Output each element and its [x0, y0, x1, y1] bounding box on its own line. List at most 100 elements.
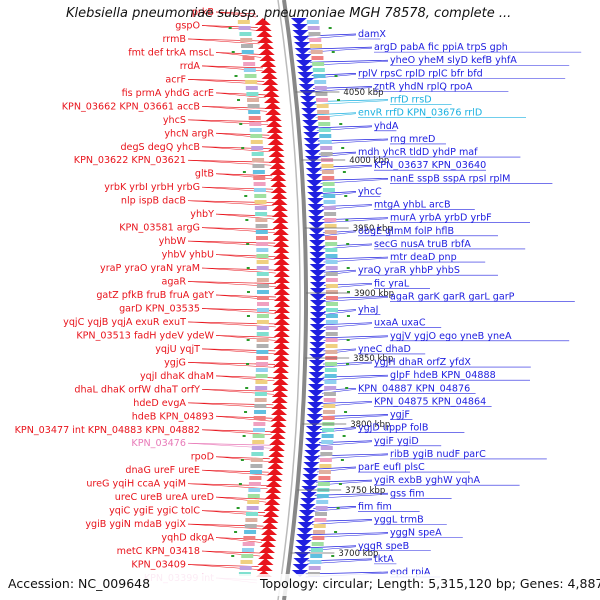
right-marker [345, 219, 349, 221]
left-category-block [250, 140, 263, 144]
plus-strand-feature [307, 390, 324, 397]
gene-label-right: glpF hdeB KPN_04888 [390, 370, 496, 381]
left-category-block [241, 50, 254, 54]
gene-connector-right [321, 191, 357, 194]
left-category-block [256, 242, 269, 246]
left-category-block [254, 392, 267, 396]
gene-label-right: yggL trmB [374, 515, 424, 526]
minus-strand-feature [264, 492, 281, 499]
right-category-block [310, 548, 323, 552]
right-category-block [318, 122, 331, 126]
gene-connector-right [318, 441, 373, 447]
right-category-block [325, 344, 338, 348]
plus-strand-feature [295, 540, 312, 547]
left-category-block [252, 434, 265, 438]
plus-strand-feature [303, 138, 320, 145]
left-marker [245, 387, 249, 389]
left-category-block [256, 326, 269, 330]
minus-strand-feature [262, 78, 279, 85]
right-category-block [325, 362, 338, 366]
left-category-block [256, 278, 269, 282]
right-marker [346, 243, 350, 245]
left-category-block [252, 428, 265, 432]
right-category-block [319, 134, 332, 138]
right-category-block [315, 92, 328, 96]
left-marker [242, 435, 246, 437]
gene-label-left: hdeB KPN_04893 [132, 411, 214, 422]
gene-label-left: fis prmA yhdG acrE [122, 88, 214, 99]
left-category-block [254, 410, 267, 414]
left-category-block [248, 482, 261, 486]
plus-strand-feature [290, 18, 307, 25]
left-category-block [238, 26, 251, 30]
plus-strand-feature [297, 528, 314, 535]
right-category-block [313, 74, 326, 78]
right-category-block [309, 560, 322, 564]
gene-label-left: KPN_03662 KPN_03661 accB [62, 101, 200, 112]
right-category-block [322, 188, 335, 192]
left-category-block [246, 512, 259, 516]
right-category-block [315, 506, 328, 510]
gene-connector-left [215, 52, 262, 55]
plus-strand-feature [301, 114, 318, 121]
left-marker [246, 315, 250, 317]
left-category-block [242, 542, 255, 546]
minus-strand-feature [272, 366, 289, 373]
plus-strand-feature [308, 222, 325, 229]
minus-strand-feature [271, 192, 288, 199]
minus-strand-feature [273, 294, 290, 301]
right-category-block [325, 296, 338, 300]
right-marker [346, 291, 350, 293]
gene-connector-left [201, 227, 275, 230]
right-marker [344, 195, 348, 197]
minus-strand-feature [264, 96, 281, 103]
right-category-block [311, 542, 324, 546]
left-category-block [255, 212, 268, 216]
minus-strand-feature [264, 498, 281, 505]
plus-strand-feature [305, 426, 322, 433]
backbone-inner-arc [277, 0, 301, 600]
minus-strand-feature [269, 168, 286, 175]
right-category-block [314, 80, 327, 84]
gene-label-right: ygjH dhaR orfZ yfdX [374, 357, 471, 368]
gene-connector-left [187, 119, 269, 123]
minus-strand-feature [271, 390, 288, 397]
gene-label-right: zntR yhdN rplQ rpoA [374, 81, 473, 92]
left-category-block [255, 380, 268, 384]
plus-strand-feature [309, 318, 326, 325]
right-category-block [324, 212, 337, 216]
minus-strand-feature [257, 42, 274, 49]
minus-strand-feature [273, 252, 290, 259]
left-category-block [254, 200, 267, 204]
minus-strand-feature [268, 450, 285, 457]
right-marker [331, 51, 335, 53]
plus-strand-feature [300, 498, 317, 505]
left-category-block [253, 188, 266, 192]
minus-strand-feature [256, 30, 273, 37]
plus-strand-feature [309, 330, 326, 337]
gene-connector-left [201, 469, 269, 476]
right-marker [344, 411, 348, 413]
left-marker [246, 291, 250, 293]
gene-label-left: yqjU yqjT [155, 344, 200, 355]
left-category-block [242, 56, 255, 60]
right-category-block [316, 104, 329, 108]
plus-strand-feature [309, 300, 326, 307]
right-category-block [311, 56, 324, 60]
right-category-block [325, 242, 338, 246]
plus-strand-feature [309, 336, 326, 343]
right-marker [334, 75, 338, 77]
left-marker [231, 555, 235, 557]
minus-strand-feature [273, 360, 290, 367]
gene-connector-right [322, 375, 389, 381]
scale-tick-label: 4050 kbp [343, 88, 383, 98]
left-category-block [248, 116, 261, 120]
minus-strand-feature [262, 84, 279, 91]
gene-label-right: fim fim [358, 501, 392, 512]
gene-label-left: KPN_03409 [131, 560, 186, 571]
minus-strand-feature [273, 354, 290, 361]
gene-connector-right [319, 165, 373, 171]
gene-label-right: obgE glmM folP hflB [358, 226, 454, 237]
left-category-block [251, 146, 264, 150]
gene-label-left: garD KPN_03535 [119, 303, 200, 314]
